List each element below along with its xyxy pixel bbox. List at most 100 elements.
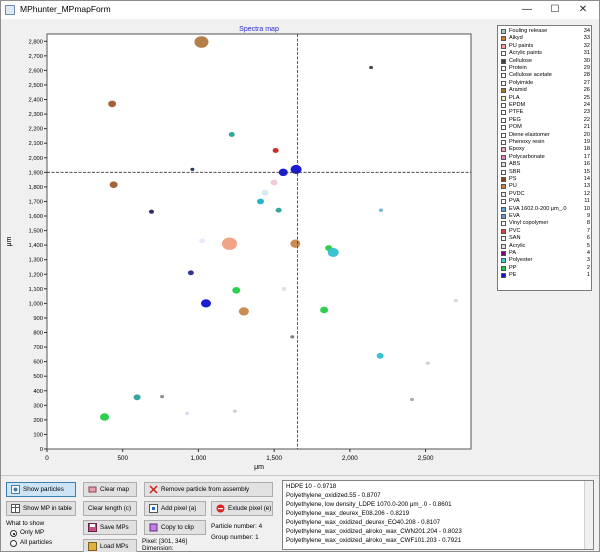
legend-swatch [501,251,506,256]
y-tick-label: 1,300 [28,258,43,264]
legend-count: 24 [583,102,590,108]
only-mp-radio[interactable] [10,530,17,537]
result-row[interactable]: Polyethylene_wax_oxidized_alroko_wax_CWN… [286,528,462,535]
pixel-readout: Pixel: [301, 346] [142,538,188,545]
legend-item: PU paints 32 [500,43,590,50]
load-mps-button[interactable]: Load MPs [83,539,137,552]
legend-item: PA 4 [500,250,590,257]
save-mps-button[interactable]: Save MPs [83,520,137,535]
clear-map-label: Clear map [100,486,130,493]
particle-point [238,307,249,316]
remove-particle-button[interactable]: Remove particle from assembly [144,482,273,497]
particle-point [281,286,287,291]
result-row[interactable]: Polyethylene_oxidized.55 - 0.8707 [286,492,381,499]
legend-count: 29 [583,65,590,71]
particle-point [108,100,117,108]
maximize-button[interactable]: ☐ [550,4,560,15]
particle-point [270,179,278,186]
legend-count: 5 [586,242,590,249]
legend-swatch [501,214,506,219]
result-row[interactable]: Polyethylene_wax_oxidized_deurex_EO40.20… [286,519,441,526]
legend-label: Polyester [509,257,533,264]
particle-point [453,298,458,303]
spectra-map-chart[interactable]: Spectra map 0 500 1,000 1,500 2,000 2,500 0 100 2… [3,21,493,473]
minimize-button[interactable]: — [522,4,532,15]
particle-point [194,36,209,48]
legend-swatch [501,191,506,197]
legend-count: 20 [583,131,590,138]
legend-label: EVA 1602.0-200 μm_.0 [509,205,567,212]
legend-swatch [501,132,506,138]
legend-count: 13 [583,183,590,190]
particle-point [228,132,235,137]
y-tick-label: 1,100 [28,287,43,293]
y-tick-label: 600 [33,360,43,366]
legend-label: Alkyd [509,35,523,42]
legend-label: Aramid [509,87,527,94]
legend-swatch [501,140,506,145]
particle-point [409,397,414,402]
show-mp-table-button[interactable]: Show MP in table [6,501,76,516]
legend-count: 16 [583,161,590,168]
legend-item: Acrylic 5 [500,243,590,250]
particle-point [425,361,430,365]
copy-clip-button[interactable]: Copy to clip [144,520,206,535]
legend-label: SBR [509,168,521,175]
legend-swatch [501,221,506,227]
save-icon [88,522,97,532]
legend-label: EVA [509,213,520,219]
legend-swatch [501,265,506,271]
legend-swatch [501,228,506,234]
legend-swatch [501,236,506,242]
legend-label: PEG [509,116,521,123]
exclude-pixel-button[interactable]: Exlude pixel (e) [211,501,273,516]
copy-clip-label: Copy to clip [161,524,194,531]
legend-swatch [501,154,506,160]
result-row[interactable]: Polyethylene_wax_deurex_E08.206 - 0.8219 [286,510,410,517]
y-tick-label: 100 [33,432,43,438]
particle-point [275,207,282,213]
clear-map-button[interactable]: Clear map [83,482,137,497]
results-scrollbar[interactable] [584,481,593,549]
show-mp-table-label: Show MP in table [23,505,72,512]
add-pixel-button[interactable]: Add pixel (a) [144,501,206,516]
result-row[interactable]: Polyethylene_wax_oxidized_alroko_wax_CWF… [286,537,462,544]
match-results-list[interactable]: Polyethylene_wax_oxidized_alroko_wax_CWF… [282,480,594,550]
legend-item: PVA 11 [500,198,590,205]
close-button[interactable]: ✕ [578,4,588,15]
y-tick-label: 2,300 [28,112,43,118]
chart-title: Spectra map [239,26,279,33]
all-particles-radio[interactable] [10,540,17,547]
legend-swatch [501,117,506,123]
clear-length-button[interactable]: Clear length (c) [83,501,137,516]
legend-count: 9 [586,213,590,219]
legend-swatch [501,66,506,71]
eraser-icon [88,485,97,494]
legend-label: Acrylic [509,242,526,249]
result-row[interactable]: Polyethylene, low density_LDPE 1070.0-20… [286,501,452,508]
add-pixel-icon [149,503,158,513]
particle-point [201,299,211,308]
legend-item: Phenoxy resin 19 [500,139,590,146]
exclude-pixel-label: Exlude pixel (e) [228,505,272,512]
legend-count: 3 [586,257,590,264]
result-row[interactable]: HDPE 10 - 0.9718 [286,483,337,490]
y-tick-label: 1,000 [28,301,43,307]
legend-label: PA [509,250,517,256]
legend-count: 7 [586,227,590,234]
particle-point [199,238,206,244]
legend-item: Polyester 3 [500,257,590,264]
particle-point [190,167,195,172]
particle-point [290,164,302,174]
legend-swatch [501,177,506,182]
legend-item: POM 21 [500,124,590,131]
legend-swatch [501,199,506,205]
spectra-map-panel[interactable]: Spectra map 0 500 1,000 1,500 2,000 2,500 0 100 2… [3,21,493,473]
legend-item: Vinyl copolymer 8 [500,220,590,227]
legend-label: ABS [509,161,521,168]
legend-count: 17 [583,153,590,160]
show-particles-button[interactable]: Show particles [6,482,76,497]
legend-swatch [501,184,506,190]
x-tick-label: 2,000 [342,455,358,462]
x-tick-label: 500 [117,455,128,462]
